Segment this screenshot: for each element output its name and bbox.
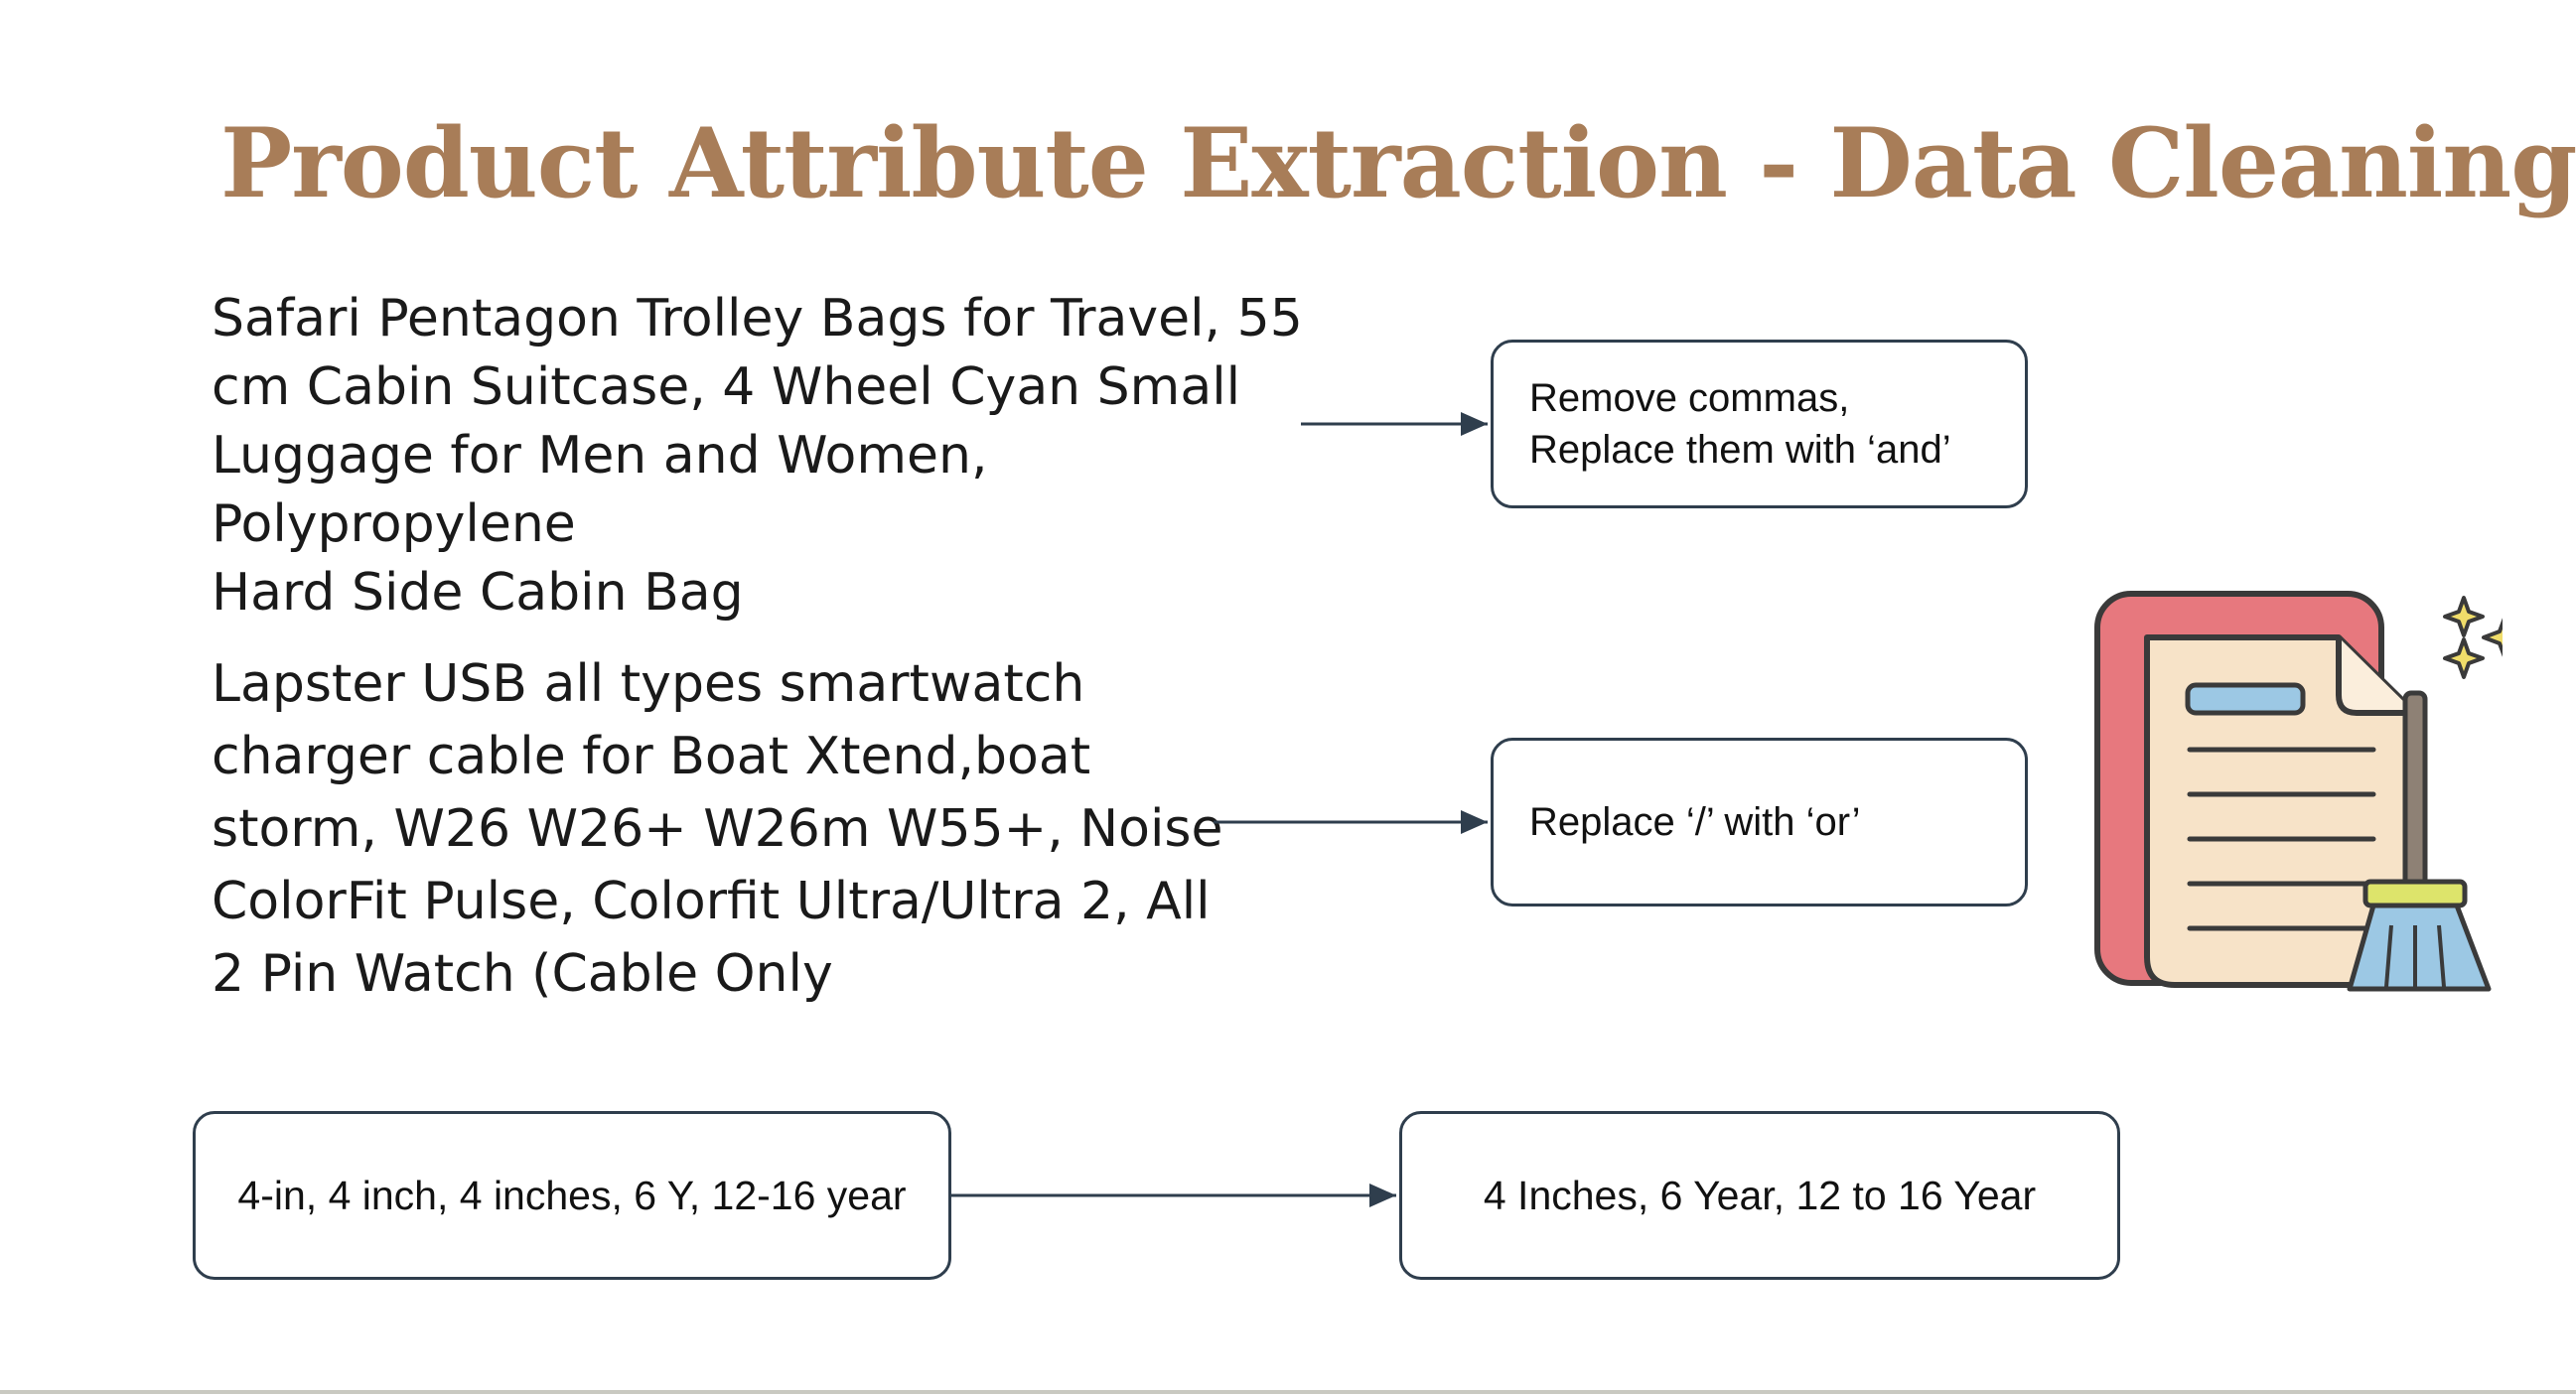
slide-bottom-border — [0, 1390, 2576, 1394]
example-product-title-2: Lapster USB all types smartwatch charger… — [212, 654, 1223, 1004]
document-icon — [2094, 591, 2418, 988]
slide-title: Product Attribute Extraction - Data Clea… — [220, 107, 2576, 219]
data-cleaning-icon — [2094, 591, 2503, 992]
sparkle-icon — [2443, 596, 2503, 679]
unit-input-box: 4-in, 4 inch, 4 inches, 6 Y, 12-16 year — [193, 1111, 951, 1280]
unit-output-box: 4 Inches, 6 Year, 12 to 16 Year — [1399, 1111, 2120, 1280]
unit-output-text: 4 Inches, 6 Year, 12 to 16 Year — [1483, 1172, 2037, 1218]
unit-input-text: 4-in, 4 inch, 4 inches, 6 Y, 12-16 year — [237, 1172, 907, 1218]
rule-text-remove-commas: Remove commas, Replace them with ‘and’ — [1529, 376, 1951, 472]
rule-box-replace-slash: Replace ‘/’ with ‘or’ — [1491, 738, 2028, 906]
rule-box-remove-commas: Remove commas, Replace them with ‘and’ — [1491, 340, 2028, 508]
example-product-title-1: Safari Pentagon Trolley Bags for Travel,… — [212, 289, 1303, 623]
rule-text-replace-slash: Replace ‘/’ with ‘or’ — [1529, 799, 1861, 844]
broom-icon — [2347, 690, 2492, 992]
